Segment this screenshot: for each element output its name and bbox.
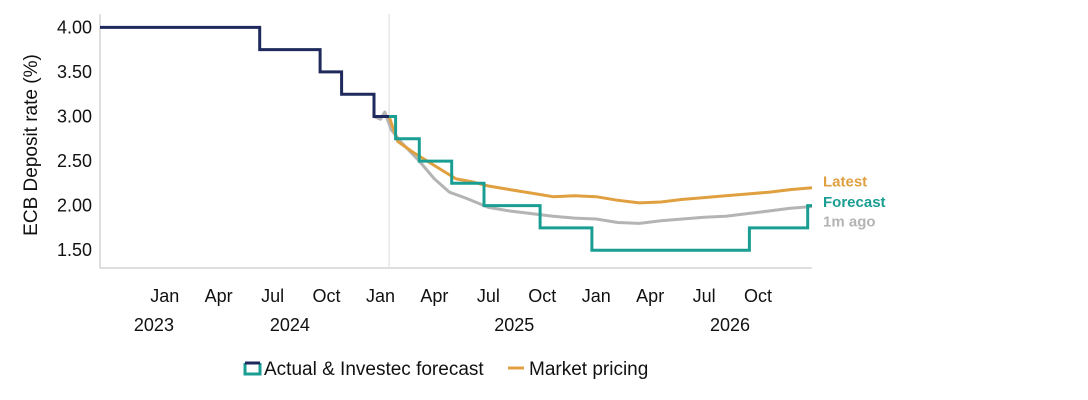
legend-item-actual-forecast: Actual & Investec forecast xyxy=(243,359,484,380)
end-labels: Latest Forecast 1m ago xyxy=(823,174,886,231)
investec-forecast-line xyxy=(389,115,812,252)
x-tick-label: Jul xyxy=(693,286,716,306)
market-pricing-latest-line xyxy=(387,116,813,205)
y-tick-label: 4.00 xyxy=(57,17,92,37)
y-tick-label: 1.50 xyxy=(57,240,92,260)
y-tick-label: 3.50 xyxy=(57,62,92,82)
x-year-label: 2023 xyxy=(134,315,174,335)
end-label-1m-ago: 1m ago xyxy=(823,214,876,231)
legend-label-market-pricing: Market pricing xyxy=(529,359,648,380)
x-tick-label: Oct xyxy=(313,286,341,306)
y-tick-label: 3.00 xyxy=(57,106,92,126)
end-label-latest: Latest xyxy=(823,174,867,191)
x-year-label: 2026 xyxy=(710,315,750,335)
x-tick-label: Apr xyxy=(636,286,664,306)
x-tick-label: Oct xyxy=(744,286,772,306)
legend-item-market-pricing: Market pricing xyxy=(508,359,648,380)
legend: Actual & Investec forecast Market pricing xyxy=(243,359,648,380)
x-tick-label: Jan xyxy=(582,286,611,306)
x-tick-label: Apr xyxy=(420,286,448,306)
x-year-label: 2025 xyxy=(494,315,534,335)
end-label-forecast: Forecast xyxy=(823,194,886,211)
legend-label-actual-forecast: Actual & Investec forecast xyxy=(264,359,484,380)
x-year-label: 2024 xyxy=(270,315,310,335)
y-axis-title-group: ECB Deposit rate (%) xyxy=(21,54,42,236)
x-tick-label: Jul xyxy=(477,286,500,306)
axis-layer xyxy=(99,14,812,269)
x-tick-label: Jul xyxy=(261,286,284,306)
x-tick-label: Jan xyxy=(150,286,179,306)
y-tick-label: 2.00 xyxy=(57,196,92,216)
x-tick-label: Jan xyxy=(366,286,395,306)
y-tick-labels: 4.00 3.50 3.00 2.50 2.00 1.50 xyxy=(57,17,92,260)
x-tick-labels: Jan Apr Jul Oct Jan Apr Jul Oct Jan Apr Jul Oct 2023… xyxy=(134,286,772,335)
legend-marker-forecast xyxy=(243,363,262,376)
x-tick-label: Apr xyxy=(205,286,233,306)
x-tick-label: Oct xyxy=(528,286,556,306)
series-lines xyxy=(100,25,813,252)
actual-line xyxy=(100,25,390,118)
y-axis-title: ECB Deposit rate (%) xyxy=(21,54,42,236)
y-tick-label: 2.50 xyxy=(57,151,92,171)
